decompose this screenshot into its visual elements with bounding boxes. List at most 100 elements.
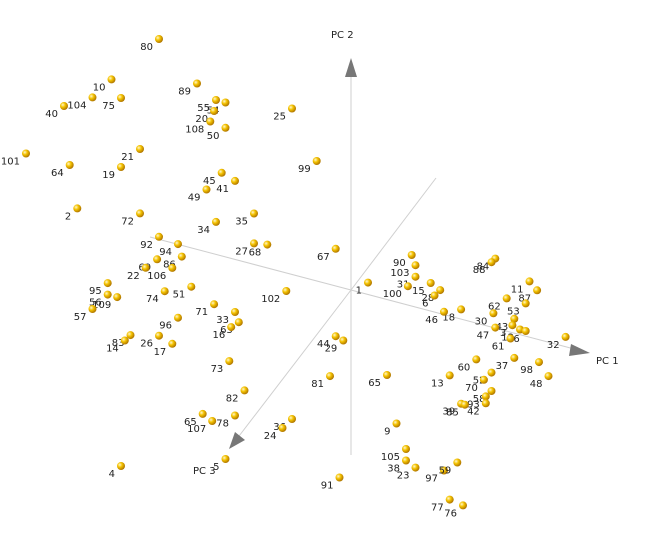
scatter-point-60 bbox=[472, 355, 481, 364]
point-label-18: 18 bbox=[442, 312, 455, 323]
point-label-65: 65 bbox=[184, 417, 197, 428]
point-label-21: 21 bbox=[121, 152, 134, 163]
point-label-87: 87 bbox=[518, 293, 531, 304]
scatter-point-104 bbox=[88, 93, 97, 102]
scatter-point-53 bbox=[521, 299, 530, 308]
point-label-25: 25 bbox=[273, 112, 286, 123]
point-label-61: 61 bbox=[492, 342, 505, 353]
point-label-19: 19 bbox=[102, 170, 115, 181]
scatter-point-22 bbox=[141, 263, 150, 272]
point-label-22: 22 bbox=[127, 271, 140, 282]
point-label-90: 90 bbox=[393, 258, 406, 269]
scatter-point-95 bbox=[103, 279, 112, 288]
scatter-point-85 bbox=[460, 400, 469, 409]
point-label-96: 96 bbox=[159, 321, 172, 332]
scatter-point-4 bbox=[117, 462, 125, 470]
scatter-point-63 bbox=[234, 318, 243, 327]
point-label-34: 34 bbox=[197, 225, 210, 236]
scatter-point-65b bbox=[383, 371, 391, 379]
scatter-point-66 bbox=[521, 327, 530, 335]
point-label-97: 97 bbox=[425, 474, 438, 485]
point-label-31: 31 bbox=[397, 280, 410, 291]
scatter-point-76 bbox=[459, 501, 467, 510]
scatter-point-107 bbox=[208, 417, 217, 425]
point-label-15: 15 bbox=[412, 286, 425, 297]
scatter-point-82 bbox=[240, 386, 249, 395]
scatter-point-1 bbox=[364, 278, 372, 287]
scatter-points: 8089555420108502599101047540214541491910… bbox=[1, 35, 570, 519]
scatter-point-94 bbox=[174, 240, 182, 249]
point-label-70: 70 bbox=[465, 383, 478, 394]
point-label-50: 50 bbox=[207, 131, 220, 142]
scatter-point-71 bbox=[210, 300, 219, 309]
scatter-point-58 bbox=[487, 387, 496, 395]
point-label-48: 48 bbox=[530, 379, 543, 390]
scatter-point-83 bbox=[126, 331, 135, 340]
point-label-72: 72 bbox=[121, 216, 134, 227]
pc3-axis-arrowhead bbox=[229, 432, 245, 449]
point-label-71: 71 bbox=[195, 307, 208, 318]
scatter-point-75 bbox=[117, 94, 125, 102]
point-label-78: 78 bbox=[216, 419, 229, 430]
point-label-63: 63 bbox=[220, 325, 233, 336]
scatter-point-17 bbox=[168, 339, 177, 348]
scatter-point-51 bbox=[187, 282, 196, 291]
scatter-point-5 bbox=[221, 455, 230, 463]
point-label-95: 95 bbox=[89, 286, 102, 297]
pc2-axis-arrowhead bbox=[345, 58, 357, 77]
scatter-point-65 bbox=[198, 409, 207, 418]
point-label-5: 5 bbox=[213, 462, 219, 473]
point-label-2: 2 bbox=[65, 211, 71, 222]
point-label-98: 98 bbox=[520, 365, 533, 376]
scatter-point-55 bbox=[212, 96, 220, 104]
scatter-point-47 bbox=[491, 323, 500, 332]
scatter-point-37 bbox=[510, 353, 519, 362]
point-label-38: 38 bbox=[387, 464, 400, 475]
point-label-27: 27 bbox=[235, 246, 248, 257]
point-label-73: 73 bbox=[211, 364, 224, 375]
scatter-point-23 bbox=[411, 463, 420, 472]
scatter-point-92 bbox=[155, 232, 163, 241]
scatter-point-109 bbox=[113, 293, 122, 302]
scatter-point-29 bbox=[339, 336, 348, 345]
axes bbox=[149, 58, 590, 455]
point-label-93: 93 bbox=[467, 399, 480, 410]
scatter-point-87 bbox=[533, 286, 542, 295]
point-label-76: 76 bbox=[444, 508, 457, 519]
scatter-point-31 bbox=[411, 272, 420, 281]
point-label-56: 56 bbox=[89, 298, 102, 309]
point-label-83: 83 bbox=[112, 338, 125, 349]
point-label-52: 52 bbox=[473, 376, 486, 387]
scatter-point-77 bbox=[445, 495, 454, 504]
scatter-point-106 bbox=[168, 263, 177, 272]
pc1-axis-line bbox=[350, 289, 579, 351]
scatter-point-40 bbox=[60, 102, 68, 110]
scatter-point-2 bbox=[73, 204, 82, 213]
point-label-100: 100 bbox=[383, 289, 402, 300]
point-label-64: 64 bbox=[51, 168, 64, 179]
point-label-10: 10 bbox=[93, 82, 106, 93]
scatter-point-64 bbox=[65, 161, 74, 169]
scatter-point-30 bbox=[489, 309, 498, 318]
scatter-point-101 bbox=[22, 149, 30, 158]
point-label-13: 13 bbox=[431, 378, 444, 389]
point-label-77: 77 bbox=[431, 503, 444, 514]
scatter-point-34 bbox=[212, 217, 220, 226]
scatter-point-36 bbox=[288, 415, 296, 423]
point-label-39: 39 bbox=[442, 407, 455, 418]
scatter-point-98 bbox=[535, 358, 543, 367]
point-label-82: 82 bbox=[226, 393, 239, 404]
scatter-point-13 bbox=[445, 371, 454, 380]
point-label-29: 29 bbox=[325, 344, 338, 355]
scatter-point-81 bbox=[326, 372, 334, 381]
scatter-point-26 bbox=[155, 331, 163, 340]
point-label-94: 94 bbox=[159, 247, 172, 258]
point-label-41: 41 bbox=[216, 184, 229, 195]
point-label-103: 103 bbox=[390, 268, 409, 279]
scatter-point-15 bbox=[426, 279, 435, 287]
scatter-point-61 bbox=[506, 334, 515, 343]
scatter-point-27 bbox=[250, 239, 258, 248]
scatter-point-70 bbox=[479, 375, 488, 384]
point-label-85: 85 bbox=[446, 408, 459, 419]
